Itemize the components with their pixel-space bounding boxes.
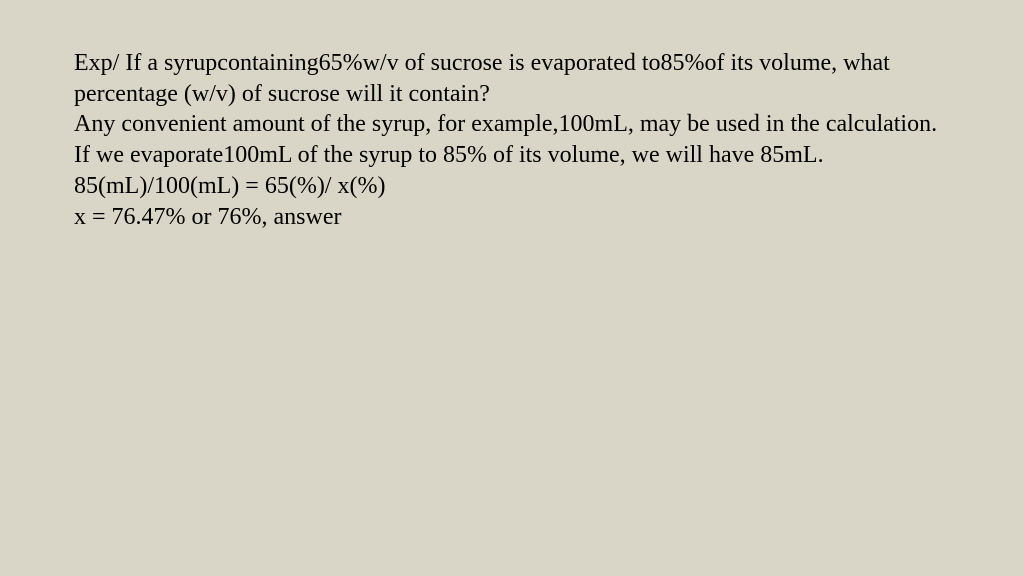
answer-line: x = 76.47% or 76%, answer [74,202,950,233]
explanation-line-2: If we evaporate100mL of the syrup to 85%… [74,140,950,171]
explanation-line-1: Any convenient amount of the syrup, for … [74,109,950,140]
slide: Exp/ If a syrupcontaining65%w/v of sucro… [0,0,1024,576]
problem-statement: Exp/ If a syrupcontaining65%w/v of sucro… [74,48,950,109]
equation-line: 85(mL)/100(mL) = 65(%)/ x(%) [74,171,950,202]
